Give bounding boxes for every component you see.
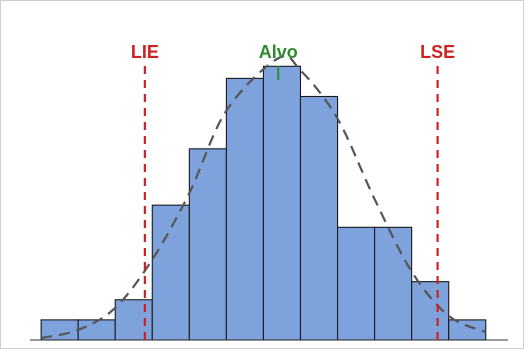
fitted-distribution-curve bbox=[40, 54, 487, 340]
histogram-bar-4 bbox=[151, 204, 190, 341]
histogram-bar-9 bbox=[337, 226, 376, 341]
lse-label: LSE bbox=[420, 42, 455, 62]
histogram-bar-6 bbox=[225, 77, 264, 341]
histogram-bars bbox=[40, 65, 487, 341]
histogram-bar-7 bbox=[262, 65, 302, 341]
specification-lines: LIE Alvo LSE bbox=[131, 42, 455, 340]
histogram-bar-3 bbox=[114, 299, 153, 341]
histogram-bar-10 bbox=[374, 226, 413, 341]
histogram-bar-2 bbox=[77, 319, 116, 341]
histogram-bar-8 bbox=[299, 95, 339, 341]
alvo-label: Alvo bbox=[259, 42, 298, 62]
lie-label: LIE bbox=[131, 42, 159, 62]
histogram-bar-12 bbox=[448, 319, 487, 341]
histogram-bar-5 bbox=[188, 148, 227, 341]
